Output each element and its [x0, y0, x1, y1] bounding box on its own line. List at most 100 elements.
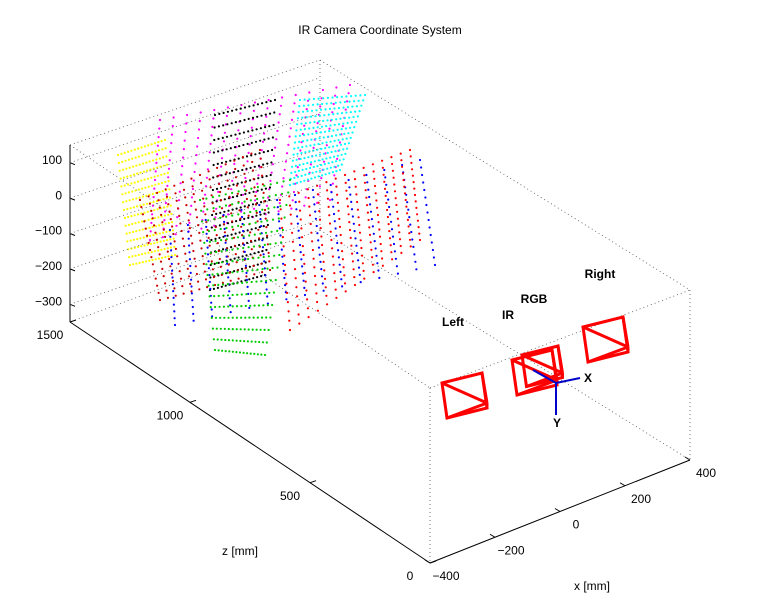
point	[220, 165, 223, 168]
point	[128, 166, 131, 169]
point	[143, 244, 146, 247]
point	[340, 128, 343, 131]
point	[214, 239, 217, 243]
point	[344, 152, 347, 155]
point	[197, 280, 200, 283]
point	[207, 236, 210, 239]
point	[229, 159, 232, 162]
point	[279, 234, 282, 237]
point	[142, 170, 145, 173]
point	[220, 157, 224, 160]
point	[356, 251, 359, 255]
point	[257, 164, 261, 167]
point	[351, 131, 354, 134]
point	[157, 136, 160, 139]
point	[198, 231, 201, 234]
point	[167, 255, 170, 258]
point	[158, 253, 161, 256]
point	[155, 200, 158, 203]
point	[243, 212, 246, 215]
point	[195, 216, 199, 219]
point	[431, 248, 434, 252]
point	[252, 264, 255, 267]
point	[218, 112, 221, 115]
point	[310, 138, 313, 141]
point	[278, 220, 281, 223]
point	[296, 175, 300, 178]
point	[239, 328, 242, 331]
point	[237, 213, 240, 216]
point	[226, 269, 229, 272]
point	[381, 264, 384, 267]
point	[359, 94, 362, 97]
point	[127, 150, 130, 153]
point	[150, 250, 153, 254]
point	[363, 181, 367, 184]
point	[167, 176, 170, 179]
point	[158, 127, 161, 130]
point	[362, 166, 365, 169]
point	[361, 254, 364, 257]
point	[249, 253, 252, 256]
point	[376, 213, 379, 217]
point	[203, 270, 206, 273]
point	[368, 233, 372, 236]
point	[403, 185, 406, 188]
point	[324, 147, 327, 150]
point	[295, 286, 298, 289]
point	[138, 163, 141, 166]
point	[231, 316, 234, 319]
point	[249, 304, 252, 307]
point	[243, 200, 246, 203]
point	[265, 226, 268, 229]
point	[301, 245, 304, 248]
point	[138, 198, 142, 202]
point	[213, 295, 216, 298]
point	[143, 178, 146, 181]
point	[305, 108, 308, 111]
point	[302, 162, 305, 166]
point	[351, 105, 354, 108]
point	[130, 182, 133, 185]
point	[292, 182, 295, 185]
point	[157, 246, 160, 249]
point	[353, 126, 356, 129]
point	[119, 177, 122, 180]
point	[223, 220, 226, 223]
point	[235, 316, 238, 319]
point	[294, 164, 297, 167]
point	[188, 244, 191, 247]
point	[340, 242, 343, 245]
point	[333, 139, 336, 142]
point	[188, 227, 191, 230]
point	[265, 204, 268, 207]
point	[242, 143, 245, 147]
point	[298, 200, 301, 203]
point	[179, 222, 182, 225]
point	[288, 319, 291, 322]
point	[128, 256, 131, 259]
point	[181, 285, 184, 288]
y-tick-label: 100	[42, 153, 62, 167]
point	[254, 340, 257, 343]
point	[205, 197, 208, 200]
point	[362, 99, 365, 102]
point	[174, 294, 177, 297]
point	[257, 256, 260, 259]
point	[296, 117, 299, 120]
point	[146, 177, 150, 180]
point	[321, 282, 324, 285]
point	[240, 267, 244, 270]
point	[201, 255, 204, 258]
point	[317, 142, 320, 146]
point	[306, 188, 309, 191]
point	[349, 193, 352, 196]
point	[298, 134, 301, 137]
point	[165, 289, 168, 292]
point	[245, 197, 248, 201]
point	[152, 167, 155, 170]
point	[164, 188, 167, 191]
point	[343, 132, 346, 135]
point	[260, 201, 263, 204]
point	[225, 255, 228, 258]
